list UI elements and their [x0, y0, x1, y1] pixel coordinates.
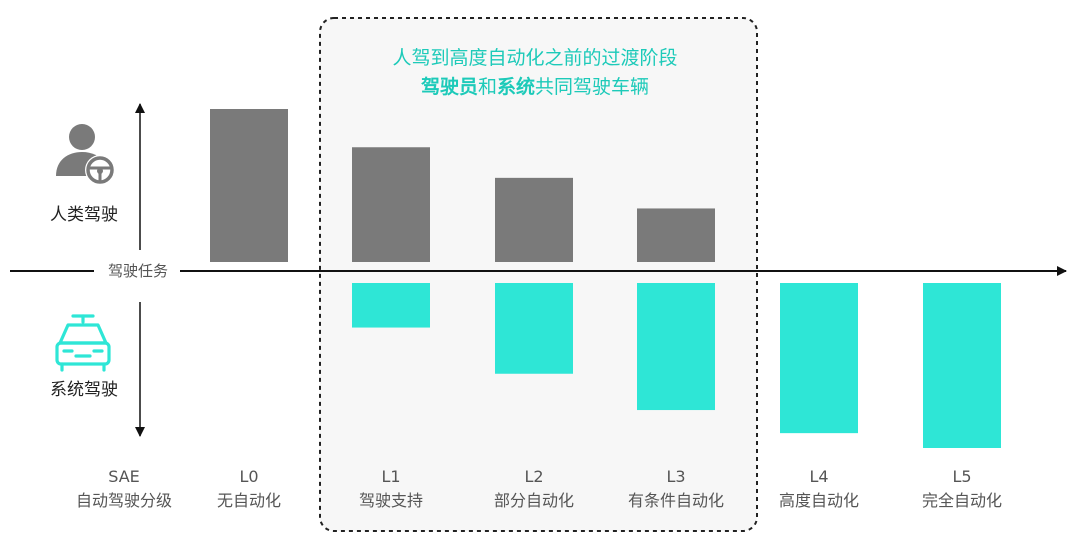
level-code-l5: L5 — [952, 467, 971, 486]
level-name-l0: 无自动化 — [217, 491, 281, 510]
level-code-l1: L1 — [381, 467, 400, 486]
note-end: 共同驾驶车辆 — [535, 76, 649, 98]
level-name-l2: 部分自动化 — [494, 491, 574, 510]
human-bar-l0 — [210, 109, 288, 262]
level-name-l5: 完全自动化 — [922, 491, 1002, 510]
human-bar-l3 — [637, 208, 715, 262]
car-icon — [55, 314, 111, 372]
transition-note-line1: 人驾到高度自动化之前的过渡阶段 — [392, 47, 677, 69]
person-steering-wheel-icon — [56, 124, 115, 185]
transition-note-line2: 驾驶员和系统共同驾驶车辆 — [421, 75, 649, 98]
system-bar-l2 — [495, 283, 573, 374]
sae-label-line1: SAE — [108, 467, 140, 486]
level-name-l1: 驾驶支持 — [359, 491, 423, 510]
human-bar-l2 — [495, 177, 573, 262]
bars-group — [210, 109, 1001, 448]
human-bar-l1 — [352, 147, 430, 262]
level-name-l3: 有条件自动化 — [628, 491, 724, 510]
system-bar-l4 — [780, 283, 858, 434]
system-bar-l5 — [923, 283, 1001, 448]
level-code-l4: L4 — [809, 467, 828, 486]
note-and: 和 — [478, 76, 497, 98]
level-code-l0: L0 — [239, 467, 258, 486]
sae-label-line2: 自动驾驶分级 — [76, 491, 172, 510]
level-code-l3: L3 — [666, 467, 685, 486]
system-bar-l1 — [352, 283, 430, 328]
level-labels-group: L0 无自动化 L1 驾驶支持 L2 部分自动化 L3 有条件自动化 L4 高度自动化 L5 完全自动… — [217, 467, 1002, 510]
axis-label: 驾驶任务 — [108, 262, 168, 280]
system-bar-l3 — [637, 283, 715, 411]
human-driving-label: 人类驾驶 — [50, 205, 118, 225]
level-name-l4: 高度自动化 — [779, 491, 859, 510]
note-bold-driver: 驾驶员 — [421, 75, 478, 98]
system-driving-label: 系统驾驶 — [50, 380, 118, 400]
level-code-l2: L2 — [524, 467, 543, 486]
note-bold-system: 系统 — [497, 75, 535, 98]
